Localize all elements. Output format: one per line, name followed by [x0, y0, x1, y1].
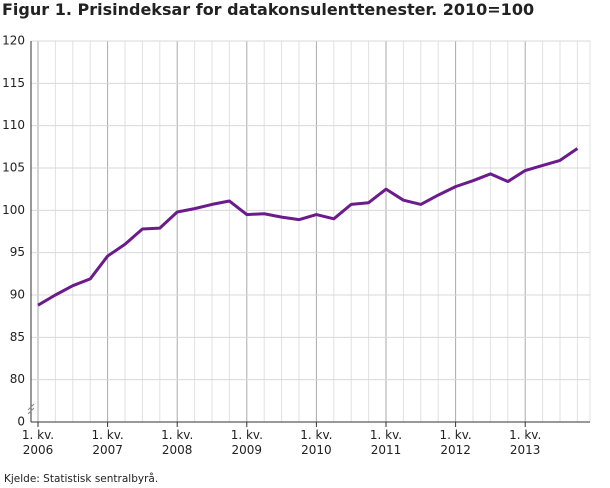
y-tick-label: 80	[10, 372, 25, 386]
x-tick-label: 1. kv. 2006	[21, 428, 55, 457]
y-tick-label: 90	[10, 288, 25, 302]
y-tick-label: 120	[2, 34, 25, 48]
y-tick-label: 105	[2, 161, 25, 175]
axis-break	[27, 403, 35, 411]
x-tick-label: 1. kv. 2010	[300, 428, 333, 457]
source-note: Kjelde: Statistisk sentralbyrå.	[4, 473, 159, 485]
y-tick-label: 110	[2, 118, 25, 132]
y-tick-label: 100	[2, 203, 25, 217]
chart-title: Figur 1. Prisindeksar for datakonsulentt…	[2, 0, 535, 19]
y-tick-label: 85	[10, 330, 25, 344]
x-tick-label: 1. kv. 2013	[509, 428, 542, 457]
x-tick-label: 1. kv. 2011	[369, 428, 403, 457]
x-tick-label: 1. kv. 2008	[161, 428, 194, 457]
y-tick-label: 115	[2, 76, 25, 90]
data-line	[37, 147, 579, 307]
y-tick-label: 0	[17, 415, 25, 429]
x-tick-label: 1. kv. 2007	[91, 428, 124, 457]
axis-break	[27, 407, 35, 415]
x-tick-label: 1. kv. 2009	[230, 428, 263, 457]
y-tick-label: 95	[10, 245, 25, 259]
x-tick-label: 1. kv. 2012	[439, 428, 472, 457]
